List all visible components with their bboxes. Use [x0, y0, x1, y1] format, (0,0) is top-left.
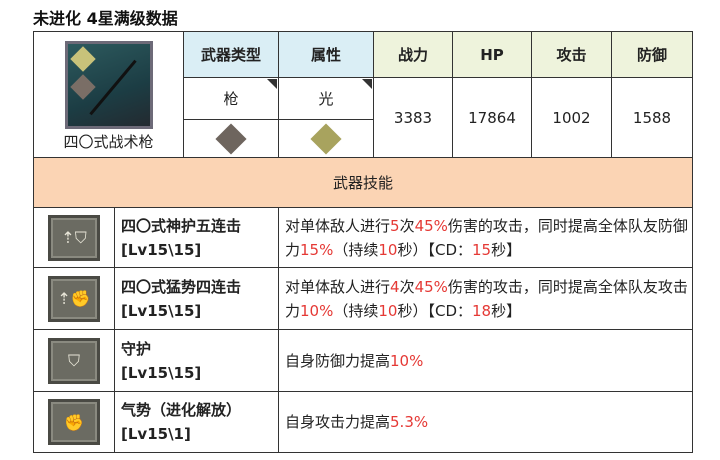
- skill-row: ⇡✊ 四〇式猛势四连击 [Lv15\15] 对单体敌人进行4次45%伤害的攻击，同…: [33, 267, 693, 330]
- skill-level: [Lv15\15]: [121, 363, 202, 382]
- desc-text: 次: [399, 216, 415, 235]
- skill-row: ⇡⛉ 四〇式神护五连击 [Lv15\15] 对单体敌人进行5次45%伤害的攻击，同…: [33, 207, 693, 268]
- spear-icon: [64, 41, 153, 129]
- skill-description: 自身防御力提高10%: [278, 329, 693, 392]
- header-atk: 攻击: [531, 31, 612, 78]
- desc-text: 对单体敌人进行: [285, 216, 391, 235]
- header-type: 武器类型: [183, 31, 279, 78]
- skill-level: [Lv15\15]: [121, 301, 202, 320]
- value-hp: 17864: [452, 77, 532, 158]
- spear-type-icon: [215, 122, 247, 155]
- highlight-value: 10%: [300, 301, 334, 320]
- highlight-value: 15%: [300, 240, 334, 259]
- skills-header: 武器技能: [33, 157, 693, 208]
- defense-up-icon: ⇡⛉: [48, 214, 100, 261]
- highlight-value: 10%: [390, 351, 424, 370]
- skill-level: [Lv15\15]: [121, 240, 202, 259]
- desc-text: 秒】: [491, 301, 522, 320]
- highlight-value: 18: [472, 301, 492, 320]
- highlight-value: 10: [378, 301, 398, 320]
- desc-text: 秒】: [491, 240, 522, 259]
- header-def: 防御: [611, 31, 693, 78]
- header-power: 战力: [373, 31, 453, 78]
- attack-up-icon: ⇡✊: [48, 275, 100, 322]
- page-title: 未进化 4星满级数据: [33, 9, 178, 28]
- header-attr: 属性: [278, 31, 374, 78]
- skill-name: 四〇式猛势四连击: [121, 277, 242, 296]
- highlight-value: 5: [390, 216, 400, 235]
- shield-icon: ⛉: [48, 337, 100, 384]
- skill-description: 对单体敌人进行4次45%伤害的攻击，同时提高全体队友攻击力10%（持续10秒）【…: [278, 267, 693, 330]
- desc-text: （持续: [333, 240, 379, 259]
- desc-text: 伤害的攻击，同时提高全体队友防御力: [285, 216, 688, 259]
- skill-row: ✊ 气势（进化解放） [Lv15\1] 自身攻击力提高5.3%: [33, 391, 693, 453]
- light-attribute-icon: [310, 122, 342, 155]
- highlight-value: 5.3%: [390, 413, 429, 431]
- highlight-value: 15: [472, 240, 492, 259]
- skill-row: ⛉ 守护 [Lv15\15] 自身防御力提高10%: [33, 329, 693, 392]
- highlight-value: 45%: [414, 216, 448, 235]
- desc-text: 自身攻击力提高: [285, 413, 391, 431]
- highlight-value: 4: [390, 277, 400, 296]
- desc-text: 自身防御力提高: [285, 351, 391, 370]
- desc-text: 次: [399, 277, 415, 296]
- weapon-table: 四〇式战术枪 武器类型 属性 战力 HP 攻击 防御 枪 光 3383 1786…: [33, 31, 693, 453]
- value-type: 枪: [183, 77, 279, 120]
- header-hp: HP: [452, 31, 532, 78]
- skill-name: 守护: [121, 339, 152, 358]
- weapon-cell: 四〇式战术枪: [33, 31, 184, 158]
- desc-text: （持续: [333, 301, 379, 320]
- desc-text: 秒）【CD：: [397, 240, 472, 259]
- skill-level: [Lv15\1]: [121, 425, 191, 443]
- desc-text: 秒）【CD：: [397, 301, 472, 320]
- skill-name: 气势（进化解放）: [121, 401, 242, 419]
- desc-text: 对单体敌人进行: [285, 277, 391, 296]
- fist-icon: ✊: [48, 399, 100, 445]
- highlight-value: 10: [378, 240, 398, 259]
- skill-description: 自身攻击力提高5.3%: [278, 391, 693, 453]
- desc-text: 伤害的攻击，同时提高全体队友攻击力: [285, 277, 688, 320]
- skill-description: 对单体敌人进行5次45%伤害的攻击，同时提高全体队友防御力15%（持续10秒）【…: [278, 207, 693, 268]
- value-attr: 光: [278, 77, 374, 120]
- value-def: 1588: [611, 77, 693, 158]
- weapon-name: 四〇式战术枪: [63, 133, 154, 151]
- value-atk: 1002: [531, 77, 612, 158]
- highlight-value: 45%: [414, 277, 448, 296]
- value-power: 3383: [373, 77, 453, 158]
- skill-name: 四〇式神护五连击: [121, 216, 242, 235]
